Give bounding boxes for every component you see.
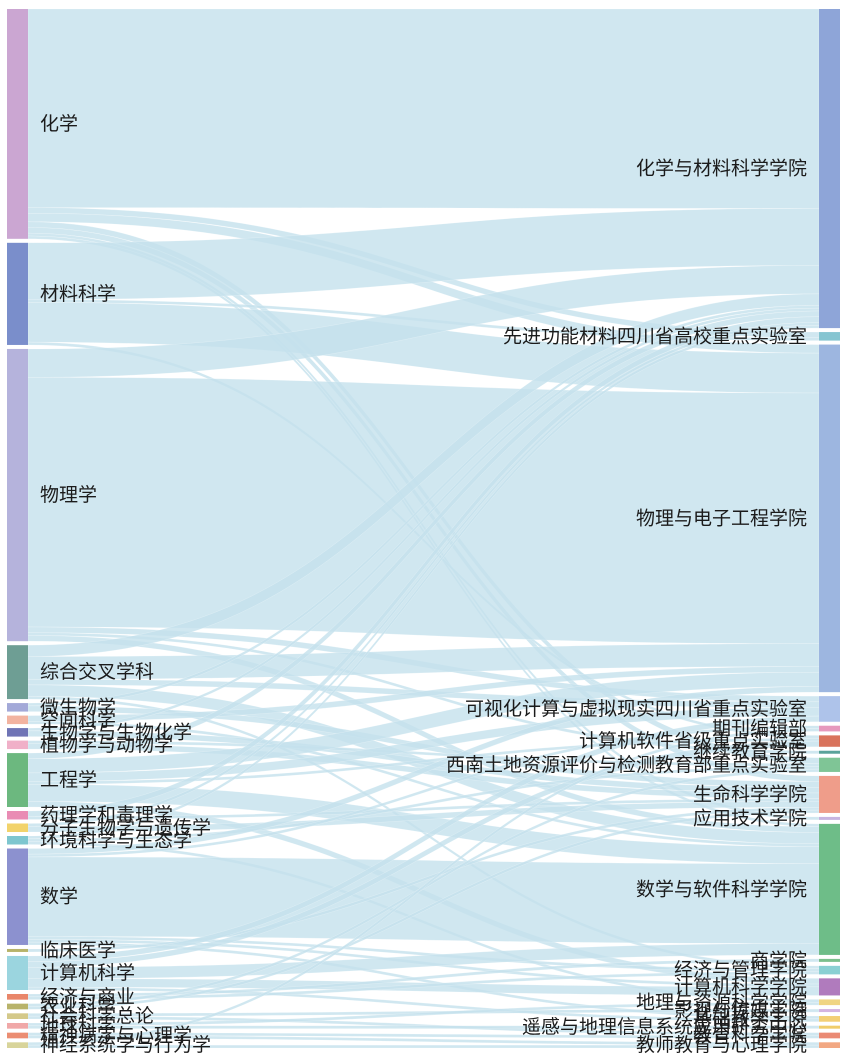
node-r_cs[interactable] [819,978,840,996]
nodes-layer [7,9,840,1048]
label-r_teach: 教师教育与心理学院 [636,1034,807,1056]
label-env: 环境科学与生态学 [40,829,192,851]
label-econ: 经济与商业 [40,986,135,1008]
node-r_appl[interactable] [819,816,840,820]
label-r_journal: 期刊编辑部 [712,718,807,740]
label-math: 数学 [40,886,78,908]
node-r_film[interactable] [819,1009,840,1013]
label-r_appl: 应用技术学院 [693,807,807,829]
label-neuro: 神经系统学与行为学 [40,1034,211,1056]
node-math[interactable] [7,848,28,945]
node-r_life[interactable] [819,775,840,813]
links-layer [27,8,820,1049]
node-r_basic[interactable] [819,1016,840,1022]
node-env[interactable] [7,835,28,845]
link-cs-to-r_vis[interactable] [27,715,820,962]
label-psych: 精神病学与心理学 [40,1024,192,1046]
label-phys: 物理学 [40,484,97,506]
node-space[interactable] [7,715,28,725]
label-cs: 计算机科学 [40,962,135,984]
node-r_land[interactable] [819,757,840,772]
node-r_math[interactable] [819,823,840,955]
label-r_geo: 地理与资源科学学院 [636,991,807,1013]
label-eng: 工程学 [40,769,97,791]
label-space: 空间科学 [40,709,116,731]
label-r_life: 生命科学学院 [693,783,807,805]
link-agri-to-r_life[interactable] [27,809,820,1010]
node-pharm[interactable] [7,810,28,820]
label-molbio: 分子生物学与遗传学 [40,817,211,839]
node-phys[interactable] [7,348,28,642]
node-r_softlab[interactable] [819,735,840,747]
node-clin[interactable] [7,948,28,952]
label-r_vis: 可视化计算与虚拟现实四川省重点实验室 [465,698,807,720]
node-r_teach[interactable] [819,1042,840,1048]
label-agri: 农业科学 [40,995,116,1017]
label-soc: 社会科学总论 [40,1005,154,1027]
node-r_eco[interactable] [819,965,840,975]
node-neuro[interactable] [7,1042,28,1048]
label-clin: 临床医学 [40,939,116,961]
label-geo: 地球科学 [40,1015,116,1037]
node-inter[interactable] [7,645,28,700]
node-r_lab1[interactable] [819,332,840,341]
label-chem: 化学 [40,113,78,135]
link-econ-to-r_biz[interactable] [27,958,820,998]
label-r_edu: 教育科学学院 [693,1024,807,1046]
node-molbio[interactable] [7,823,28,833]
node-r_journal[interactable] [819,725,840,732]
node-r_chem[interactable] [819,9,840,329]
node-chem[interactable] [7,9,28,239]
label-r_land: 西南土地资源评价与检测教育部重点实验室 [446,754,807,776]
node-soc[interactable] [7,1013,28,1020]
node-r_vis[interactable] [819,696,840,722]
label-mat: 材料科学 [40,283,116,305]
label-biochem: 生物学与生物化学 [40,721,192,743]
label-r_lab1: 先进功能材料四川省高校重点实验室 [503,325,807,347]
node-geo[interactable] [7,1022,28,1029]
node-psych[interactable] [7,1032,28,1039]
labels-layer: 化学材料科学物理学综合交叉学科微生物学空间科学生物学与生物化学植物学与动物学工程… [40,113,807,1056]
label-r_phys: 物理与电子工程学院 [636,507,807,529]
label-inter: 综合交叉学科 [40,661,154,683]
node-plant[interactable] [7,740,28,750]
node-r_rs[interactable] [819,1025,840,1029]
node-r_geo[interactable] [819,999,840,1006]
label-r_cs: 计算机科学学院 [674,976,807,998]
node-r_biz[interactable] [819,958,840,962]
label-plant: 植物学与动物学 [40,734,173,756]
label-pharm: 药理学和毒理学 [40,804,173,826]
node-mat[interactable] [7,242,28,345]
node-r_edu[interactable] [819,1032,840,1039]
node-cs[interactable] [7,955,28,991]
label-r_chem: 化学与材料科学学院 [636,158,807,180]
label-r_math: 数学与软件科学学院 [636,878,807,900]
label-r_film: 影视与传媒学院 [674,1000,807,1022]
label-r_rs: 遥感与地理信息系统应用研究中心 [522,1016,807,1038]
link-cs-to-r_softlab[interactable] [27,740,820,968]
node-biochem[interactable] [7,728,28,737]
link-env-to-r_chem[interactable] [27,325,820,840]
label-micro: 微生物学 [40,696,116,718]
label-r_basic: 基础教学学院 [693,1008,807,1030]
node-r_cont[interactable] [819,750,840,754]
node-micro[interactable] [7,703,28,712]
label-r_cont: 继续教育学院 [693,741,807,763]
label-r_biz: 商学院 [750,949,807,971]
node-eng[interactable] [7,753,28,807]
label-r_softlab: 计算机软件省级重点实验室 [579,730,807,752]
node-r_phys[interactable] [819,344,840,693]
label-r_eco: 经济与管理学院 [674,959,807,981]
node-econ[interactable] [7,993,28,1000]
node-agri[interactable] [7,1003,28,1010]
